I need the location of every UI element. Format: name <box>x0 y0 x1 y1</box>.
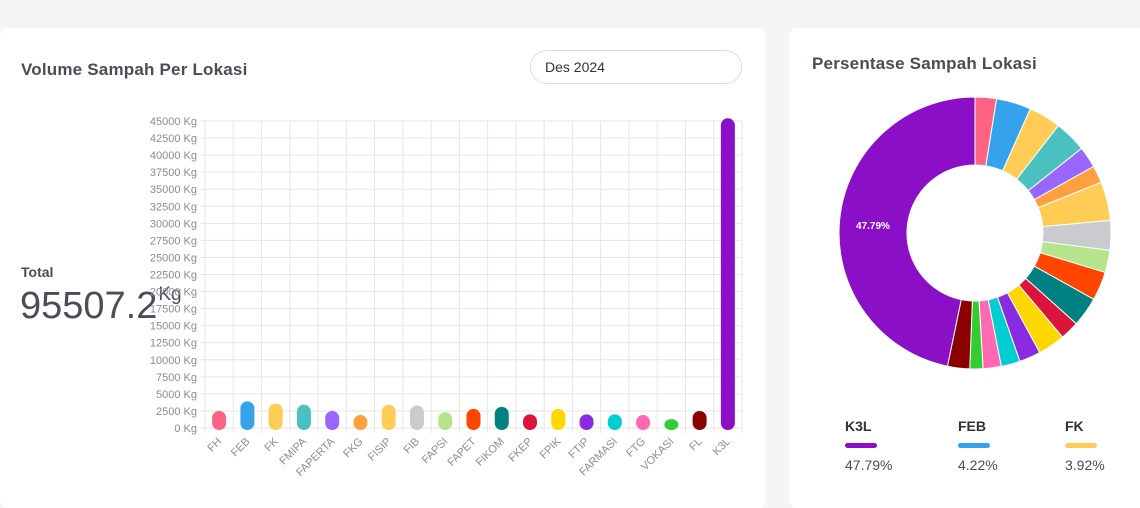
legend-color-swatch <box>958 443 990 448</box>
x-tick-label: FISIP <box>366 436 394 464</box>
legend-item[interactable]: FK 3.92% <box>1065 418 1105 473</box>
x-tick-label: FAPET <box>445 435 478 468</box>
bar <box>438 412 453 430</box>
legend-percent: 4.22% <box>958 457 998 473</box>
y-tick-label: 5000 Kg <box>156 389 197 401</box>
legend-label: K3L <box>845 418 872 434</box>
legend-label: FK <box>1065 418 1084 434</box>
y-tick-label: 37500 Kg <box>150 167 197 179</box>
y-tick-label: 20000 Kg <box>150 287 197 299</box>
bar <box>551 408 566 430</box>
bar <box>296 404 311 430</box>
y-tick-label: 25000 Kg <box>150 252 197 264</box>
x-tick-label: FPIK <box>538 435 564 461</box>
total-value: 95507.2Kg <box>20 284 182 328</box>
legend-color-swatch <box>1065 443 1097 448</box>
x-tick-label: FTG <box>624 436 648 460</box>
bar <box>325 410 340 430</box>
bar <box>381 404 396 430</box>
bar <box>664 419 679 430</box>
bar-chart: 0 Kg 2500 Kg 5000 Kg 7500 Kg 10000 Kg 12500 K… <box>150 116 743 479</box>
y-tick-label: 32500 Kg <box>150 201 197 213</box>
bar <box>353 415 368 430</box>
bar <box>720 118 735 430</box>
total-label: Total <box>21 264 54 280</box>
donut-slice <box>838 96 976 367</box>
legend-label: FEB <box>958 418 986 434</box>
bar <box>523 414 538 430</box>
x-tick-label: FTIP <box>566 436 591 461</box>
bar <box>409 405 424 430</box>
x-tick-label: FKEP <box>506 436 535 465</box>
total-unit: Kg <box>158 284 182 305</box>
x-tick-label: FK <box>262 435 281 454</box>
bar <box>692 410 707 430</box>
y-tick-label: 22500 Kg <box>150 270 197 282</box>
x-tick-label: FH <box>205 436 224 455</box>
total-number: 95507.2 <box>20 285 158 327</box>
y-tick-label: 42500 Kg <box>150 133 197 145</box>
y-tick-label: 45000 Kg <box>150 116 197 128</box>
x-tick-label: K3L <box>711 436 733 458</box>
bar <box>466 408 481 430</box>
legend-item[interactable]: K3L 47.79% <box>845 418 892 473</box>
legend-percent: 3.92% <box>1065 457 1105 473</box>
legend-percent: 47.79% <box>845 457 893 473</box>
y-tick-label: 40000 Kg <box>150 150 197 162</box>
legend-item[interactable]: FEB 4.22% <box>958 418 998 473</box>
bar <box>607 414 622 430</box>
month-select[interactable]: Des 2024 <box>530 50 742 84</box>
y-tick-label: 10000 Kg <box>150 355 197 367</box>
x-tick-label: FKG <box>341 436 365 460</box>
donut-chart: 47.79% <box>838 96 1112 370</box>
x-tick-label: FIKOM <box>474 436 507 469</box>
y-tick-label: 17500 Kg <box>150 304 197 316</box>
bar <box>579 414 594 430</box>
bar <box>268 403 283 430</box>
y-tick-label: 27500 Kg <box>150 235 197 247</box>
bar <box>636 415 651 430</box>
x-tick-label: FEB <box>229 436 253 460</box>
y-tick-label: 2500 Kg <box>156 406 197 418</box>
bar <box>240 401 255 430</box>
y-tick-label: 12500 Kg <box>150 338 197 350</box>
percent-card-title: Persentase Sampah Lokasi <box>812 54 1037 73</box>
bar <box>494 406 509 430</box>
y-tick-label: 7500 Kg <box>156 372 197 384</box>
volume-card-title: Volume Sampah Per Lokasi <box>21 60 248 79</box>
donut-slice-label: 47.79% <box>856 221 890 232</box>
y-tick-label: 15000 Kg <box>150 321 197 333</box>
y-tick-label: 35000 Kg <box>150 184 197 196</box>
legend-color-swatch <box>845 443 877 448</box>
y-tick-label: 0 Kg <box>174 423 197 435</box>
x-tick-label: FL <box>687 436 705 454</box>
y-tick-label: 30000 Kg <box>150 218 197 230</box>
bar <box>212 410 227 430</box>
x-tick-label: FIB <box>402 436 423 457</box>
